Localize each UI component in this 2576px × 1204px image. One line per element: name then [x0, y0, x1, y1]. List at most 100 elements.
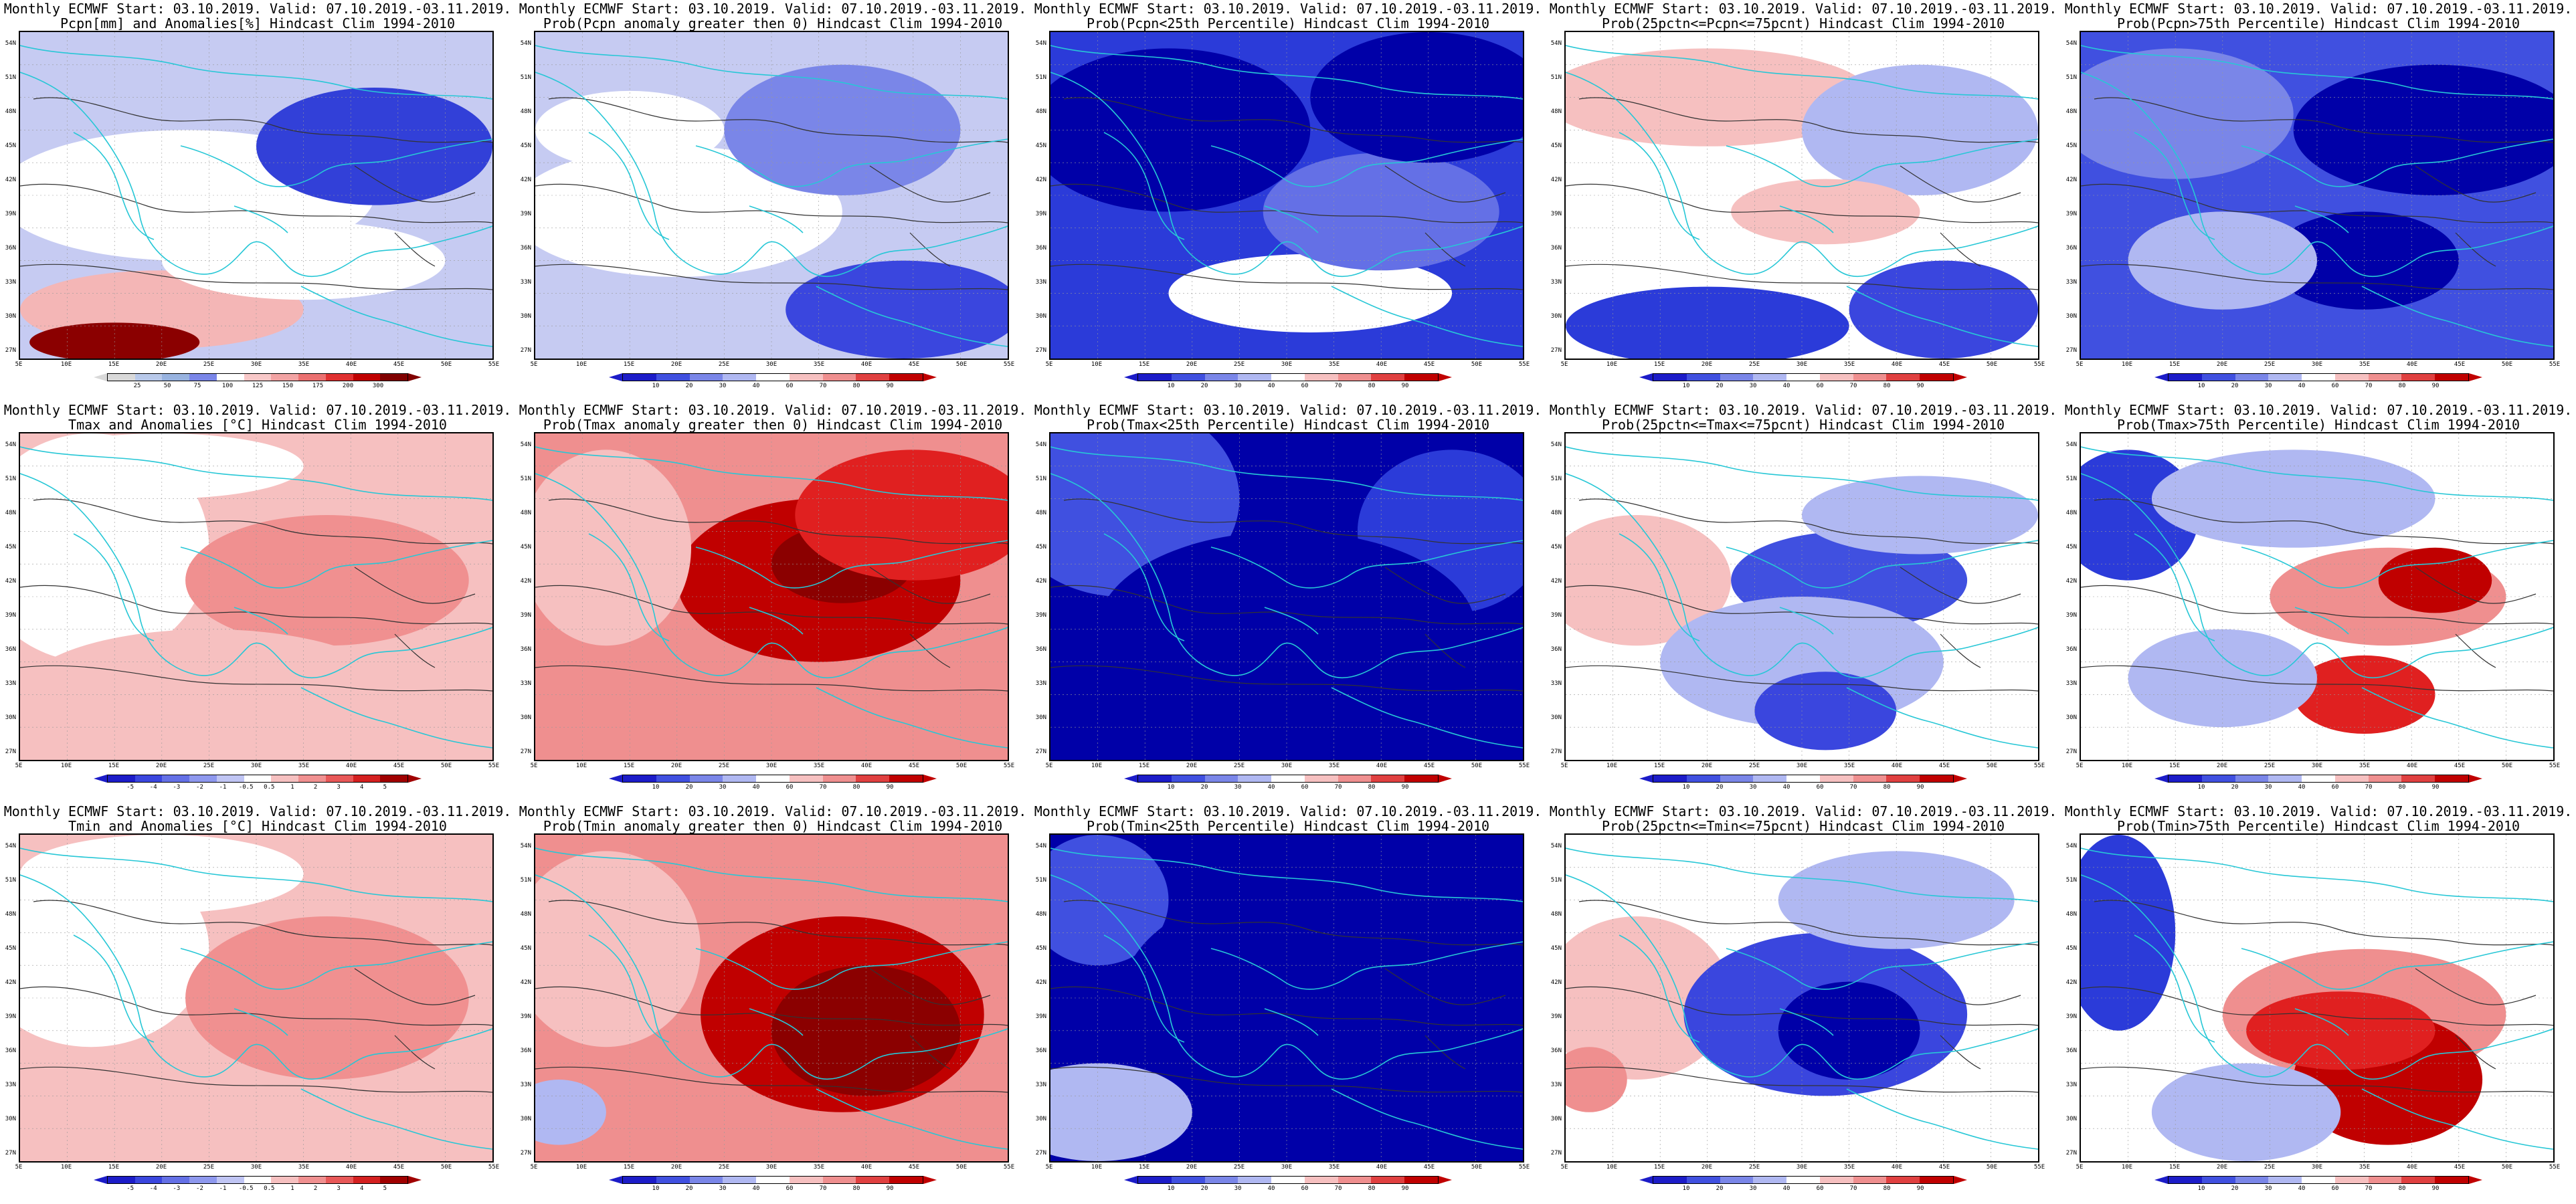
longitude-label: 35E	[1843, 1164, 1855, 1171]
colorbar-swatch	[623, 1177, 656, 1183]
longitude-label: 50E	[2501, 361, 2513, 368]
latitude-label: 30N	[520, 1116, 531, 1122]
colorbar-tick-label: 0.5	[264, 784, 275, 791]
longitude-label: 30E	[1281, 361, 1293, 368]
colorbar-tick-label: 30	[719, 1185, 727, 1192]
latitude-label: 39N	[2065, 612, 2077, 619]
latitude-label: 42N	[2065, 177, 2077, 183]
latitude-label: 30N	[5, 313, 16, 320]
colorbar-arrow-left	[609, 775, 622, 783]
anomaly-field	[185, 515, 469, 646]
anomaly-field	[1802, 476, 2038, 555]
colorbar-arrow-right	[923, 373, 937, 381]
map-panel: Monthly ECMWF Start: 03.10.2019. Valid: …	[1030, 803, 1546, 1204]
longitude-label: 40E	[2406, 1164, 2418, 1171]
latitude-label: 48N	[520, 510, 531, 516]
anomaly-field	[161, 221, 446, 300]
latitude-label: 45N	[1550, 945, 1562, 952]
colorbar-swatches	[107, 775, 408, 783]
colorbar-tick-label: 70	[2365, 383, 2373, 389]
latitude-label: 42N	[1550, 177, 1562, 183]
colorbar-swatch	[298, 1177, 326, 1183]
colorbar-tick-label: 2	[313, 784, 318, 791]
panel-title-line2: Prob(Pcpn anomaly greater then 0) Hindca…	[543, 15, 1003, 31]
latitude-label: 27N	[520, 748, 531, 755]
colorbar-tick-label: 80	[2398, 1185, 2406, 1192]
colorbar-swatch	[1271, 775, 1305, 782]
longitude-label: 45E	[908, 361, 920, 368]
colorbar-tick-label: 40	[752, 383, 760, 389]
longitude-labels: 5E 10E 15E 20E 25E 30E 35E 40E 45E 50E 55E	[1046, 763, 1530, 772]
map-svg	[1566, 433, 2038, 760]
latitude-label: 54N	[1035, 40, 1046, 47]
colorbar-swatch	[1138, 1177, 1172, 1183]
longitude-label: 15E	[2169, 361, 2181, 368]
colorbar-swatch	[1653, 1177, 1687, 1183]
colorbar-swatch	[1920, 1177, 1954, 1183]
colorbar-swatch	[1404, 374, 1439, 381]
latitude-label: 36N	[5, 1047, 16, 1054]
longitude-label: 20E	[670, 361, 682, 368]
latitude-labels: 54N 51N 48N 45N 42N 39N 36N 33N 30N 27N	[0, 432, 17, 761]
colorbar-tick-label: 10	[1682, 383, 1690, 389]
colorbar-swatch	[1853, 374, 1887, 381]
longitude-label: 20E	[1186, 1164, 1198, 1171]
colorbar-swatch	[889, 1177, 923, 1183]
latitude-label: 30N	[1035, 313, 1046, 320]
latitude-label: 27N	[1035, 748, 1046, 755]
latitude-label: 54N	[5, 843, 16, 849]
map-panel: Monthly ECMWF Start: 03.10.2019. Valid: …	[0, 401, 515, 803]
coastline	[20, 847, 492, 1150]
colorbar-tick-label: 30	[2264, 383, 2272, 389]
coastline	[1566, 45, 2038, 347]
latitude-label: 27N	[5, 1150, 16, 1157]
colorbar-swatch	[380, 1177, 408, 1183]
colorbar-tick-label: 10	[2197, 784, 2205, 791]
colorbar-tick-label: 3	[337, 784, 341, 791]
latitude-label: 54N	[1550, 40, 1562, 47]
colorbar-tick-label: 2	[313, 1185, 318, 1192]
latitude-label: 48N	[1035, 911, 1046, 918]
colorbar-tick-label: 10	[2197, 1185, 2205, 1192]
colorbar-swatch	[1138, 374, 1172, 381]
latitude-label: 27N	[2065, 748, 2077, 755]
panel-title-line1: Monthly ECMWF Start: 03.10.2019. Valid: …	[1549, 1, 2057, 17]
longitude-label: 35E	[813, 763, 825, 769]
colorbar-ticks: 10 20 30 40 60 70 80 90	[2168, 784, 2469, 793]
latitude-label: 54N	[520, 40, 531, 47]
latitude-label: 51N	[1035, 476, 1046, 482]
colorbar-swatch	[2435, 374, 2469, 381]
map-panel: Monthly ECMWF Start: 03.10.2019. Valid: …	[2061, 401, 2576, 803]
latitude-label: 48N	[1550, 108, 1562, 115]
colorbar-tick-label: 40	[2298, 784, 2306, 791]
latitude-label: 36N	[520, 646, 531, 653]
longitude-label: 25E	[1748, 1164, 1760, 1171]
colorbar-swatches	[107, 373, 408, 381]
panel-title-line2: Prob(Tmax>75th Percentile) Hindcast Clim…	[2116, 417, 2520, 433]
colorbar-swatch	[789, 775, 823, 782]
colorbar-tick-label: 60	[1301, 383, 1309, 389]
anomaly-field	[795, 449, 1008, 581]
climatology-contour	[20, 498, 492, 692]
panel-title-line2: Tmin and Anomalies [°C] Hindcast Clim 19…	[68, 818, 447, 834]
map-panel: Monthly ECMWF Start: 03.10.2019. Valid: …	[515, 0, 1030, 401]
colorbar-swatch	[2334, 374, 2369, 381]
colorbar-swatch	[756, 374, 790, 381]
colorbar-tick-label: -2	[196, 784, 203, 791]
latitude-label: 48N	[2065, 108, 2077, 115]
colorbar-tick-label: 50	[163, 383, 171, 389]
colorbar-swatch	[1853, 1177, 1887, 1183]
longitude-label: 35E	[1843, 763, 1855, 769]
longitude-label: 40E	[345, 1164, 357, 1171]
colorbar-tick-label: 10	[1167, 383, 1175, 389]
colorbar-swatch	[108, 1177, 135, 1183]
latitude-label: 45N	[520, 142, 531, 149]
longitude-label: 40E	[345, 361, 357, 368]
longitude-label: 50E	[2501, 1164, 2513, 1171]
colorbar-swatch	[2368, 374, 2402, 381]
longitude-label: 25E	[203, 1164, 215, 1171]
colorbar-arrow-right	[1439, 1176, 1452, 1184]
colorbar-swatch	[1720, 1177, 1754, 1183]
latitude-label: 54N	[1550, 843, 1562, 849]
longitude-label: 55E	[488, 1164, 500, 1171]
